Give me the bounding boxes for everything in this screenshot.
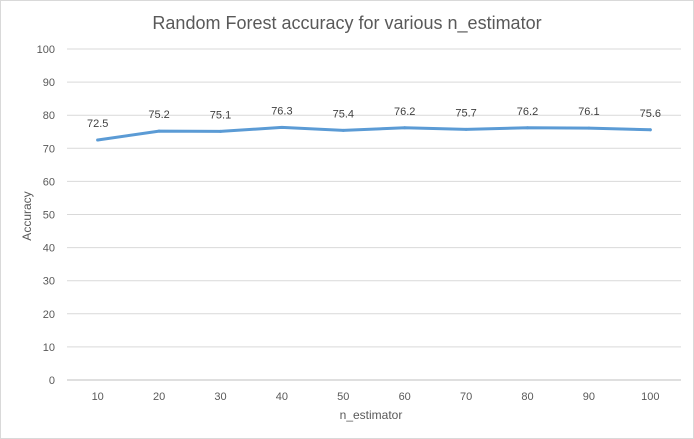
x-tick-label: 80 xyxy=(521,391,533,403)
y-tick-label: 50 xyxy=(43,210,55,222)
x-axis-title: n_estimator xyxy=(340,408,403,422)
x-tick-label: 20 xyxy=(153,391,165,403)
gridlines xyxy=(67,48,681,381)
y-tick-label: 60 xyxy=(43,176,55,188)
data-point xyxy=(648,128,652,132)
y-axis-ticks: 0 10 20 30 40 50 60 70 80 90 100 xyxy=(37,44,55,387)
chart-title: Random Forest accuracy for various n_est… xyxy=(152,13,541,34)
data-point xyxy=(587,126,591,130)
x-tick-label: 50 xyxy=(337,391,349,403)
y-tick-label: 10 xyxy=(43,342,55,354)
data-label: 76.1 xyxy=(578,106,599,118)
x-tick-label: 30 xyxy=(214,391,226,403)
data-label: 75.2 xyxy=(148,109,169,121)
x-tick-label: 40 xyxy=(276,391,288,403)
series xyxy=(96,125,652,142)
data-point xyxy=(96,138,100,142)
data-label: 76.2 xyxy=(517,106,538,118)
y-axis-title: Accuracy xyxy=(20,191,34,240)
y-tick-label: 20 xyxy=(43,309,55,321)
data-point xyxy=(341,128,345,132)
data-point xyxy=(403,126,407,130)
data-label: 75.1 xyxy=(210,109,231,121)
y-tick-label: 30 xyxy=(43,276,55,288)
y-tick-label: 100 xyxy=(37,44,55,56)
data-point xyxy=(157,129,161,133)
data-point xyxy=(464,127,468,131)
data-labels: 72.5 75.2 75.1 76.3 75.4 76.2 75.7 76.2 76.1 75.6 xyxy=(87,105,661,130)
y-tick-label: 70 xyxy=(43,143,55,155)
accuracy-line xyxy=(96,125,652,142)
y-tick-label: 90 xyxy=(43,77,55,89)
data-label: 72.5 xyxy=(87,118,108,130)
x-tick-label: 90 xyxy=(583,391,595,403)
data-point xyxy=(219,129,222,133)
y-tick-label: 40 xyxy=(43,243,55,255)
data-point xyxy=(280,125,284,129)
x-tick-label: 10 xyxy=(92,391,104,403)
x-tick-label: 100 xyxy=(641,391,659,403)
y-tick-label: 80 xyxy=(43,110,55,122)
data-label: 76.2 xyxy=(394,106,415,118)
y-tick-label: 0 xyxy=(49,375,55,387)
data-label: 75.6 xyxy=(640,108,661,120)
data-point xyxy=(526,126,529,130)
data-label: 76.3 xyxy=(271,105,292,117)
x-tick-label: 70 xyxy=(460,391,472,403)
x-axis-ticks: 10 20 30 40 50 60 70 80 90 100 xyxy=(92,391,660,403)
data-label: 75.7 xyxy=(455,107,476,119)
data-label: 75.4 xyxy=(333,108,354,120)
x-tick-label: 60 xyxy=(399,391,411,403)
